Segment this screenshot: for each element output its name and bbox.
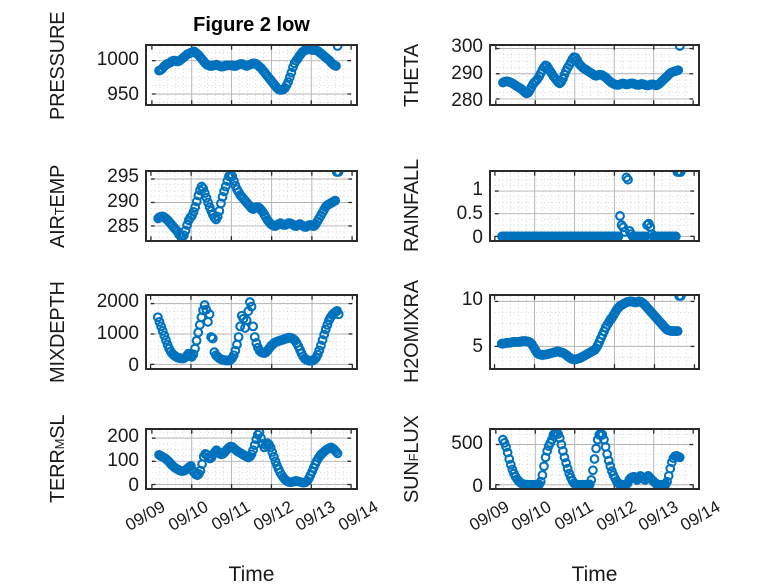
data-points-h2omixra: [496, 296, 686, 365]
plot-area-rainfall: [489, 170, 700, 242]
ytick-rainfall-2: 1: [472, 179, 483, 201]
plot-area-theta: [489, 44, 700, 106]
subplot-air_temp: [145, 170, 358, 242]
data-points-pressure: [154, 46, 343, 95]
ytick-theta-0: 280: [451, 89, 483, 111]
plot-area-terr_msl: [145, 428, 358, 490]
data-points-terr_msl: [154, 430, 343, 488]
ytick-air_temp-1: 290: [107, 191, 139, 213]
subplot-sun_flux: [489, 428, 700, 490]
data-points-air_temp: [153, 172, 344, 240]
subplot-theta: [489, 44, 700, 106]
xaxis-label-sun_flux: Time: [571, 563, 618, 586]
ytick-pressure-0: 950: [107, 84, 139, 106]
plot-area-mixdepth: [145, 294, 358, 370]
plot-area-sun_flux: [489, 428, 700, 490]
data-points-sun_flux: [498, 430, 685, 488]
ytick-mixdepth-2: 2000: [96, 291, 139, 313]
subplot-pressure: [145, 44, 358, 106]
ytick-rainfall-0: 0: [472, 227, 483, 249]
ylabel-air_temp: AIRTEMP: [47, 164, 69, 248]
ytick-sun_flux-1: 500: [451, 432, 483, 454]
data-points-rainfall: [497, 172, 686, 240]
grid-h2omixra: [493, 296, 696, 368]
plot-area-h2omixra: [489, 294, 700, 370]
ytick-h2omixra-1: 10: [461, 288, 483, 310]
subplot-h2omixra: [489, 294, 700, 370]
data-points-mixdepth: [152, 297, 344, 366]
ylabel-terr_msl: TERRMSL: [47, 414, 69, 504]
ytick-terr_msl-0: 0: [128, 475, 139, 497]
ylabel-pressure: PRESSURE: [47, 11, 69, 120]
ytick-mixdepth-0: 0: [128, 355, 139, 377]
ylabel-theta: THETA: [401, 43, 423, 107]
ylabel-rainfall: RAINFALL: [401, 159, 423, 253]
ytick-h2omixra-0: 5: [472, 336, 483, 358]
plot-area-pressure: [145, 44, 358, 106]
ytick-terr_msl-1: 100: [107, 450, 139, 472]
xaxis-label-terr_msl: Time: [228, 563, 275, 586]
ytick-air_temp-2: 295: [107, 166, 139, 188]
ylabel-sun_flux: SUNFLUX: [401, 415, 423, 503]
plot-area-air_temp: [145, 170, 358, 242]
subplot-terr_msl: [145, 428, 358, 490]
ytick-mixdepth-1: 1000: [96, 323, 139, 345]
subplot-rainfall: [489, 170, 700, 242]
ylabel-mixdepth: MIXDEPTH: [47, 281, 69, 383]
ytick-rainfall-1: 0.5: [456, 203, 483, 225]
subplot-mixdepth: [145, 294, 358, 370]
figure-title: Figure 2 low: [193, 14, 310, 36]
ytick-air_temp-0: 285: [107, 216, 139, 238]
data-points-theta: [498, 46, 685, 99]
ytick-theta-1: 290: [451, 62, 483, 84]
ytick-terr_msl-2: 200: [107, 425, 139, 447]
ytick-theta-2: 300: [451, 35, 483, 57]
ylabel-h2omixra: H2OMIXRA: [401, 280, 423, 384]
ytick-pressure-1: 1000: [96, 48, 139, 70]
ytick-sun_flux-0: 0: [472, 475, 483, 497]
